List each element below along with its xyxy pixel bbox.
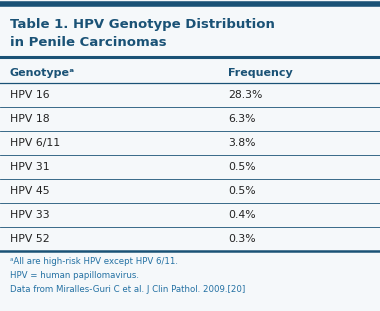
Text: 3.8%: 3.8% (228, 138, 255, 148)
Text: HPV 33: HPV 33 (10, 210, 50, 220)
Text: HPV 16: HPV 16 (10, 90, 50, 100)
Text: HPV = human papillomavirus.: HPV = human papillomavirus. (10, 271, 139, 280)
Text: 0.3%: 0.3% (228, 234, 256, 244)
Text: 0.4%: 0.4% (228, 210, 256, 220)
Text: 6.3%: 6.3% (228, 114, 255, 124)
Text: 0.5%: 0.5% (228, 186, 256, 196)
Text: Frequency: Frequency (228, 68, 293, 78)
Text: HPV 52: HPV 52 (10, 234, 50, 244)
Text: 28.3%: 28.3% (228, 90, 262, 100)
Text: in Penile Carcinomas: in Penile Carcinomas (10, 36, 166, 49)
Text: HPV 6/11: HPV 6/11 (10, 138, 60, 148)
Text: HPV 18: HPV 18 (10, 114, 50, 124)
Text: ᵃAll are high-risk HPV except HPV 6/11.: ᵃAll are high-risk HPV except HPV 6/11. (10, 257, 178, 266)
Text: 0.5%: 0.5% (228, 162, 256, 172)
Text: HPV 31: HPV 31 (10, 162, 50, 172)
Text: Data from Miralles-Guri C et al. J Clin Pathol. 2009.[20]: Data from Miralles-Guri C et al. J Clin … (10, 285, 245, 294)
Text: Table 1. HPV Genotype Distribution: Table 1. HPV Genotype Distribution (10, 18, 275, 31)
Text: Genotypeᵃ: Genotypeᵃ (10, 68, 75, 78)
Text: HPV 45: HPV 45 (10, 186, 50, 196)
